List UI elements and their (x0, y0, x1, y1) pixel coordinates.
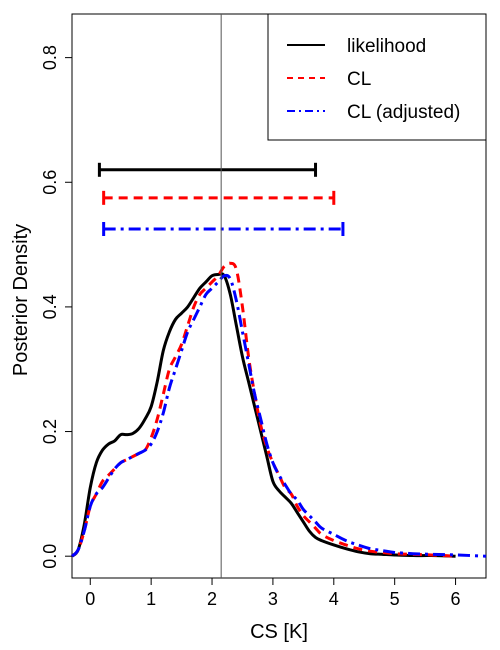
density-curves (70, 261, 487, 558)
y-axis-label: Posterior Density (10, 224, 32, 376)
density-curve-likelihood (70, 272, 456, 558)
legend-label-likelihood: likelihood (347, 36, 426, 57)
density-curve-cl (70, 261, 456, 558)
x-tick-label: 1 (146, 589, 156, 609)
x-axis: 0 1 2 3 4 5 6 (85, 578, 461, 609)
x-axis-label: CS [K] (250, 621, 308, 643)
y-tick-label: 0.4 (40, 294, 60, 319)
x-tick-label: 0 (85, 589, 95, 609)
x-tick-label: 3 (268, 589, 278, 609)
x-tick-label: 6 (451, 589, 461, 609)
legend-label-cl-adjusted: CL (adjusted) (347, 102, 460, 123)
density-curve-cl-adjusted (70, 273, 487, 558)
y-tick-label: 0.8 (40, 45, 60, 70)
interval-bars (97, 162, 345, 237)
y-axis: 0.0 0.2 0.4 0.6 0.8 (40, 45, 72, 569)
legend-label-cl: CL (347, 69, 371, 90)
y-tick-label: 0.6 (40, 170, 60, 195)
y-tick-label: 0.2 (40, 419, 60, 444)
x-tick-label: 4 (329, 589, 339, 609)
y-tick-label: 0.0 (40, 544, 60, 569)
x-tick-label: 5 (390, 589, 400, 609)
x-tick-label: 2 (207, 589, 217, 609)
legend: likelihood CL CL (adjusted) (267, 13, 487, 141)
legend-box (267, 13, 487, 141)
